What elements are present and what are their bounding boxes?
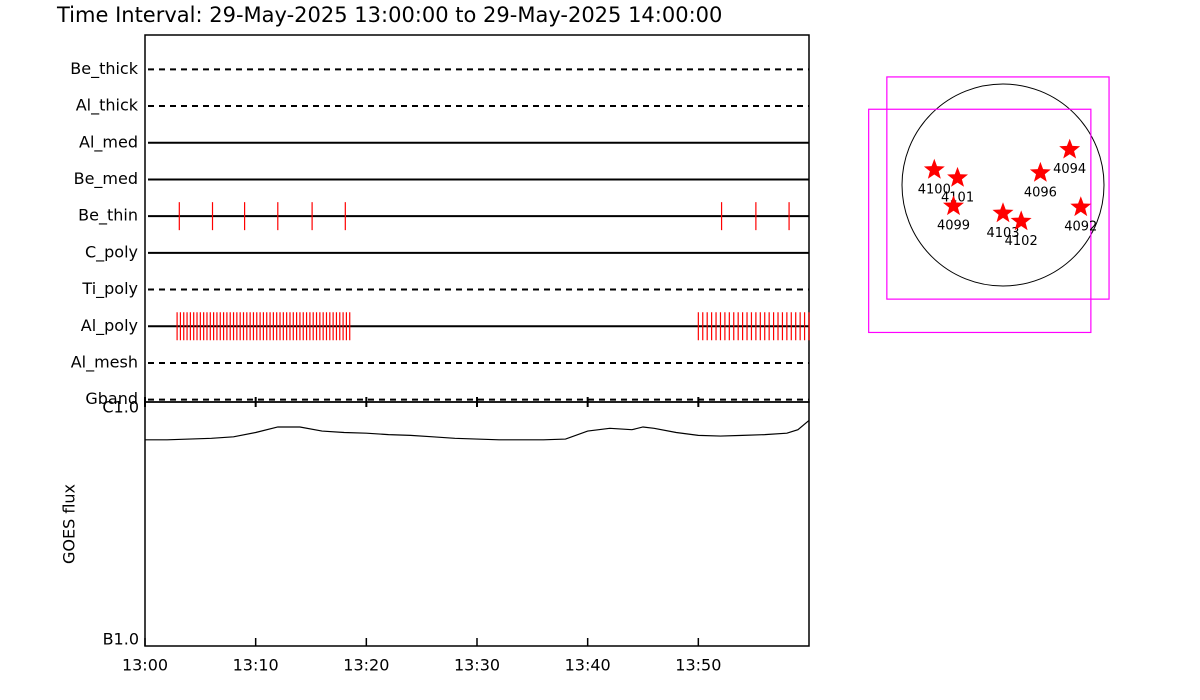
row-label: Al_mesh [71,352,138,372]
fov-box [868,108,1092,334]
region-label: 4102 [1005,234,1038,249]
region-label: 4101 [941,190,974,205]
row-label: Be_med [74,169,138,189]
region-star [1059,138,1081,159]
solar-disk [901,83,1105,287]
row-label: Be_thin [78,206,138,226]
x-tick-label: 13:20 [343,656,389,675]
y-tick-label: C1.0 [102,398,139,417]
region-label: 4099 [937,219,970,234]
region-star [947,166,968,187]
x-tick-label: 13:40 [565,656,611,675]
region-star [1070,196,1092,217]
y-axis-label: GOES flux [60,484,79,564]
row-label: Al_poly [81,316,138,336]
region-star [992,202,1014,223]
region-label: 4100 [918,182,951,197]
row-label: Al_thick [76,96,139,116]
y-tick-label: B1.0 [103,630,139,649]
region-star [923,158,945,179]
region-label: 4092 [1064,220,1097,235]
region-star [1029,161,1051,182]
flux-line [145,420,810,441]
row-label: Gband [85,389,138,408]
x-tick-label: 13:50 [675,656,721,675]
row-label: Be_thick [70,59,138,79]
x-tick-label: 13:00 [122,656,168,675]
title: Time Interval: 29-May-2025 13:00:00 to 2… [56,3,722,27]
region-label: 4094 [1053,162,1086,177]
region-star [943,195,964,216]
row-label: C_poly [85,242,138,262]
x-tick-label: 13:30 [454,656,500,675]
fov-box [886,76,1110,300]
region-star [1010,210,1032,231]
x-tick-label: 13:10 [233,656,279,675]
region-label: 4103 [986,226,1019,241]
region-label: 4096 [1024,185,1057,200]
row-label: Ti_poly [81,279,138,299]
row-label: Al_med [79,132,138,152]
